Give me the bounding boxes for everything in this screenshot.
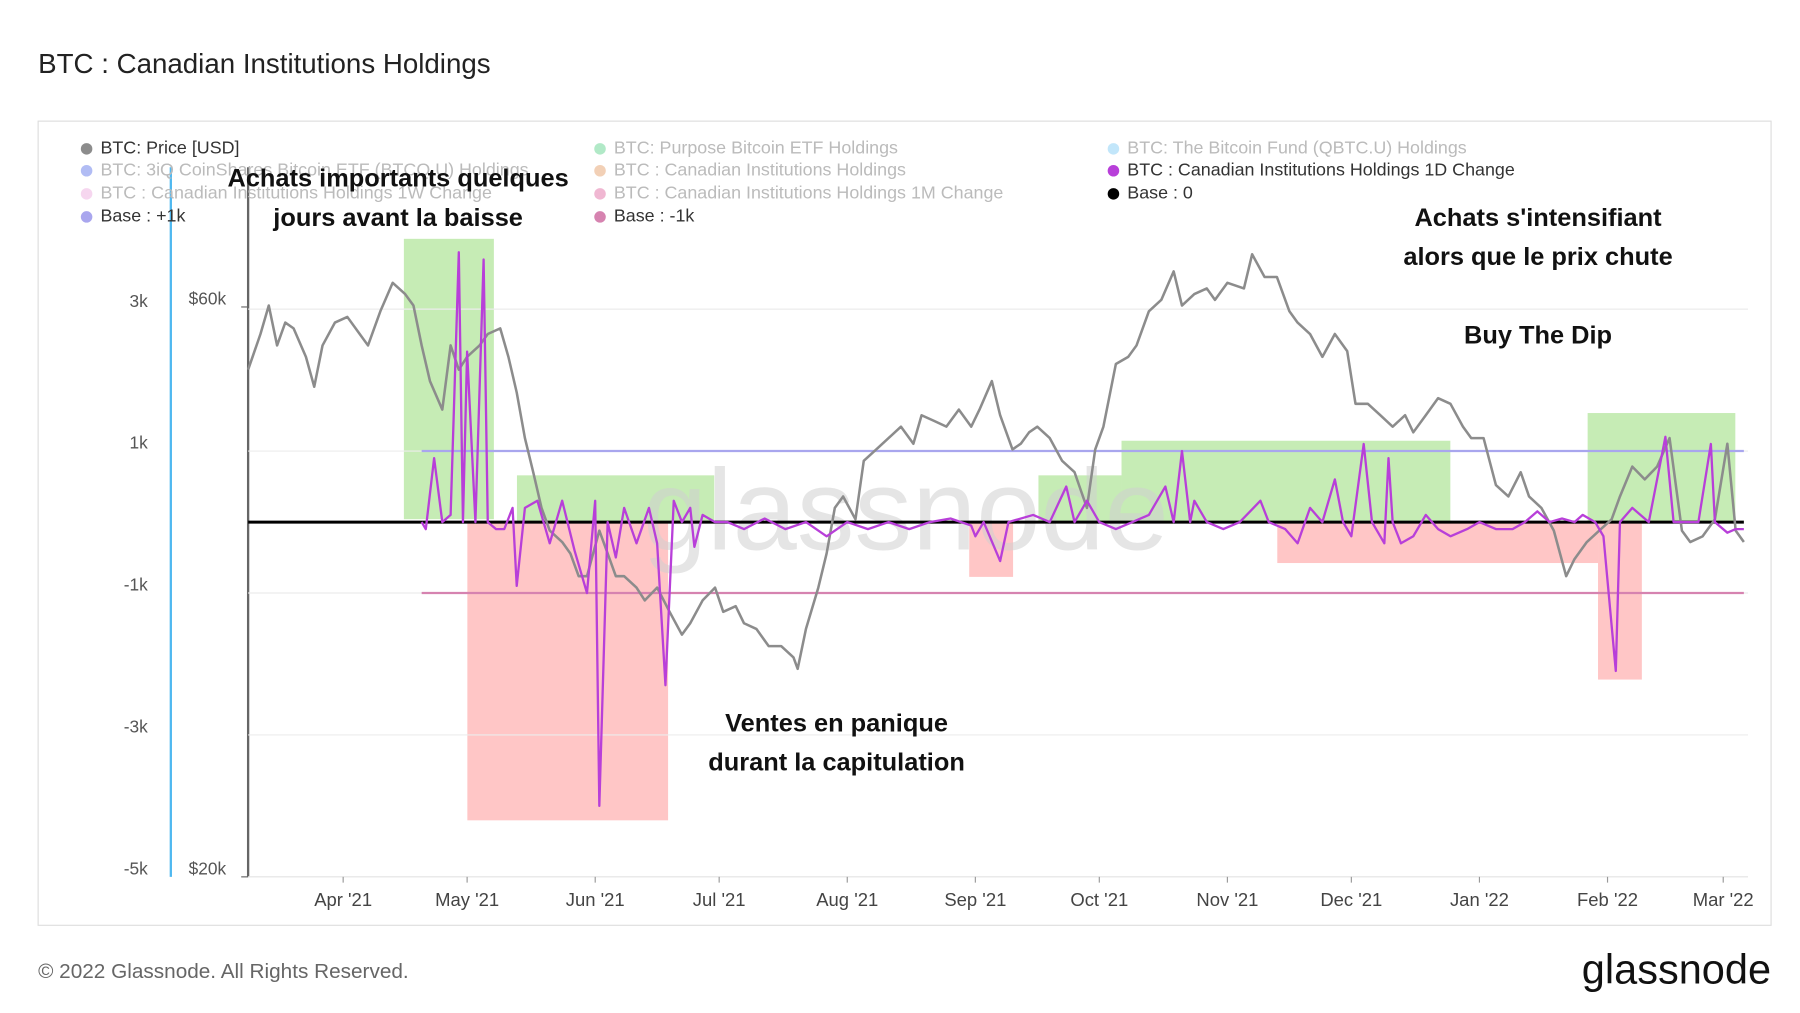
x-tick-label: Feb '22 xyxy=(1577,889,1638,910)
chart-frame xyxy=(37,120,1772,926)
annotation: alors que le prix chute xyxy=(1403,243,1672,271)
legend-marker xyxy=(1107,188,1120,200)
legend-label: BTC: The Bitcoin Fund (QBTC.U) Holdings xyxy=(1127,138,1466,158)
legend-label: BTC: 3iQ CoinShares Bitcoin ETF (BTCQ.U)… xyxy=(100,159,528,179)
x-tick-label: Mar '22 xyxy=(1693,889,1754,910)
y2-tick-label: $20k xyxy=(189,858,227,878)
x-tick-label: Aug '21 xyxy=(816,889,878,910)
footer: © 2022 Glassnode. All Rights Reserved. xyxy=(38,960,409,983)
buy-zone xyxy=(1587,413,1736,522)
annotation: jours avant la baisse xyxy=(272,204,523,232)
y-tick-label: -3k xyxy=(124,717,148,737)
x-tick-label: Nov '21 xyxy=(1196,889,1258,910)
legend-marker xyxy=(1107,164,1120,177)
x-tick-label: Jul '21 xyxy=(693,889,746,910)
legend-label: Base : 0 xyxy=(1127,183,1193,203)
price-line xyxy=(246,253,1745,671)
logo: glassnode xyxy=(1582,946,1771,993)
sell-zone xyxy=(467,521,669,821)
x-tick-label: Apr '21 xyxy=(314,889,372,910)
legend-label: Base : +1k xyxy=(100,206,185,226)
legend-marker xyxy=(80,164,93,177)
legend-label: Base : -1k xyxy=(614,206,695,226)
legend-label: BTC : Canadian Institutions Holdings 1D … xyxy=(1127,159,1515,179)
legend-marker xyxy=(80,211,93,223)
annotation: Ventes en panique xyxy=(725,709,948,737)
legend-marker xyxy=(1107,143,1120,155)
x-tick-label: Jun '21 xyxy=(566,889,625,910)
annotation: durant la capitulation xyxy=(708,748,965,776)
y-tick-label: 1k xyxy=(129,433,148,453)
legend-marker xyxy=(80,143,93,155)
x-tick-label: May '21 xyxy=(435,889,499,910)
y2-tick-label: $60k xyxy=(189,289,227,309)
x-tick-label: Dec '21 xyxy=(1320,889,1382,910)
x-tick-label: Sep '21 xyxy=(944,889,1006,910)
legend-label: BTC : Canadian Institutions Holdings xyxy=(614,159,906,179)
chart-title: BTC : Canadian Institutions Holdings xyxy=(38,48,490,79)
x-tick-label: Oct '21 xyxy=(1070,889,1128,910)
annotation: Achats s'intensifiant xyxy=(1414,204,1662,232)
legend-marker xyxy=(594,143,606,155)
legend-marker xyxy=(594,211,606,223)
legend-label: BTC : Canadian Institutions Holdings 1W … xyxy=(100,183,492,203)
legend-marker xyxy=(594,188,606,200)
legend-marker xyxy=(80,188,93,200)
legend-marker xyxy=(594,164,606,177)
y-tick-label: -1k xyxy=(124,575,148,595)
legend-label: BTC: Purpose Bitcoin ETF Holdings xyxy=(614,138,898,158)
series-line xyxy=(420,251,1744,808)
annotation: Achats importants quelques xyxy=(228,165,569,193)
watermark: glassnode xyxy=(643,447,1169,575)
y-tick-label: 3k xyxy=(129,291,148,311)
buy-zone xyxy=(516,475,715,522)
annotation: Buy The Dip xyxy=(1464,322,1612,350)
legend-label: BTC: Price [USD] xyxy=(100,138,239,158)
legend-label: BTC : Canadian Institutions Holdings 1M … xyxy=(614,183,1004,203)
y-tick-label: -5k xyxy=(124,858,148,878)
x-tick-label: Jan '22 xyxy=(1450,889,1509,910)
